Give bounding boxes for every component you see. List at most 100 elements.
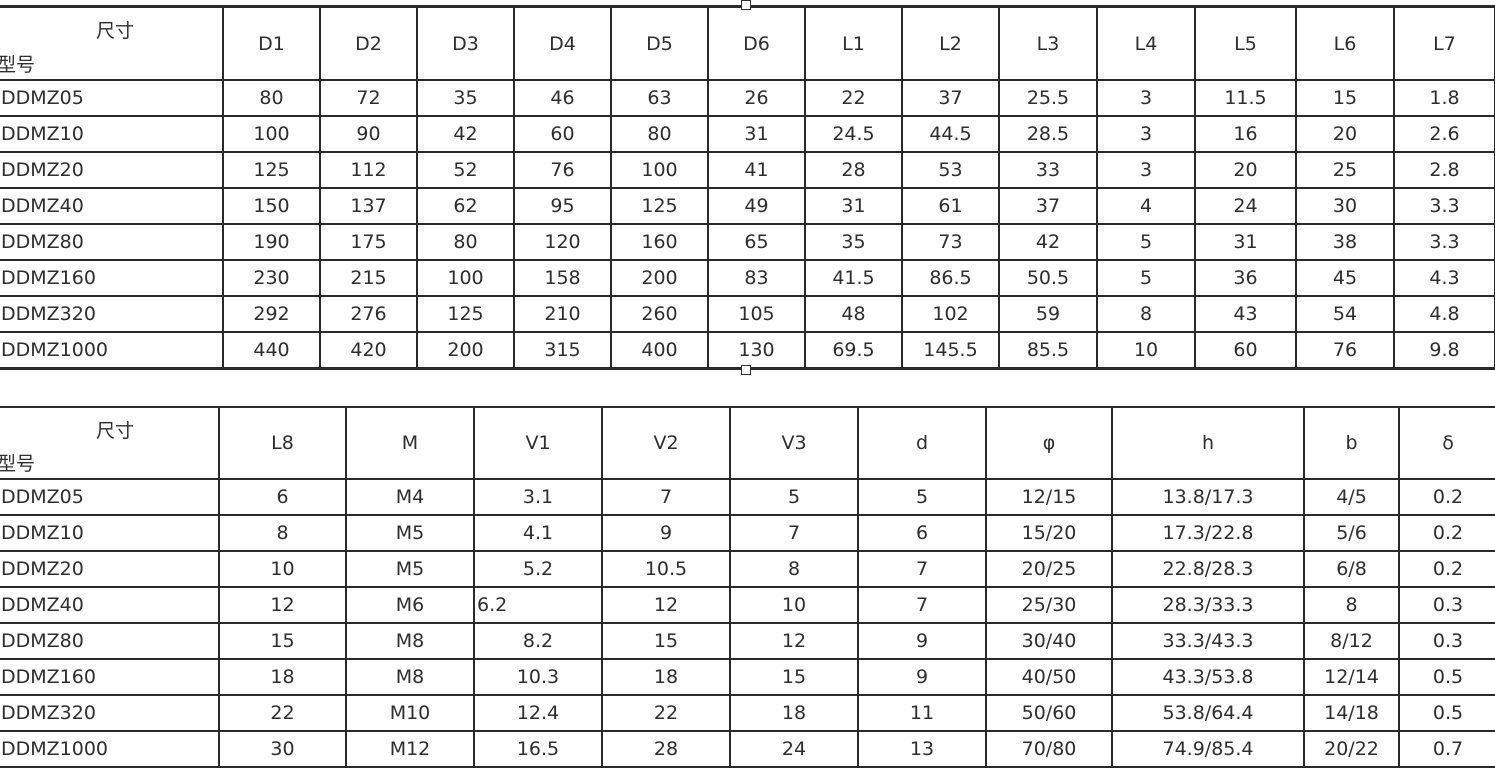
column-header: φ xyxy=(985,406,1113,480)
value-cell: 10.5 xyxy=(601,550,731,588)
value-cell: 15/20 xyxy=(985,514,1113,552)
value-cell: 315 xyxy=(513,331,612,370)
value-cell: M4 xyxy=(345,478,475,516)
value-cell: 31 xyxy=(804,187,903,225)
table-row: DDMZ320 292 276 125 210 260 105 48 102 59 8 43 54 4.8 xyxy=(0,295,1495,333)
value-cell: 33.3/43.3 xyxy=(1111,622,1305,660)
model-cell: DDMZ10 xyxy=(0,514,220,552)
value-cell: 80 xyxy=(416,223,515,261)
value-cell: 0.2 xyxy=(1398,514,1495,552)
value-cell: 61 xyxy=(901,187,1000,225)
value-cell: 400 xyxy=(610,331,709,370)
value-cell: 41.5 xyxy=(804,259,903,297)
value-cell: 15 xyxy=(601,622,731,660)
column-header: δ xyxy=(1398,406,1495,480)
value-cell: 10.3 xyxy=(473,658,603,696)
value-cell: 3.3 xyxy=(1393,187,1495,225)
value-cell: 53.8/64.4 xyxy=(1111,694,1305,732)
value-cell: 8 xyxy=(1096,295,1196,333)
table-selection-handle-top[interactable] xyxy=(741,0,751,10)
value-cell: 12/15 xyxy=(985,478,1113,516)
column-header: L1 xyxy=(804,5,903,81)
value-cell: 49 xyxy=(707,187,806,225)
value-cell: 74.9/85.4 xyxy=(1111,730,1305,768)
value-cell: 125 xyxy=(222,151,321,189)
column-header: M xyxy=(345,406,475,480)
value-cell: 125 xyxy=(416,295,515,333)
table-row: DDMZ80 190 175 80 120 160 65 35 73 42 5 31 38 3.3 xyxy=(0,223,1495,261)
table-selection-handle-bottom[interactable] xyxy=(741,365,751,375)
table-row: DDMZ05 6 M4 3.1 7 5 5 12/15 13.8/17.3 4/5 0.2 xyxy=(0,478,1495,516)
value-cell: 35 xyxy=(804,223,903,261)
table-row: DDMZ20 10 M5 5.2 10.5 8 7 20/25 22.8/28.3 6/8 0.2 xyxy=(0,550,1495,588)
value-cell: 125 xyxy=(610,187,709,225)
value-cell: 37 xyxy=(901,79,1000,117)
column-header: L6 xyxy=(1295,5,1395,81)
value-cell: 120 xyxy=(513,223,612,261)
value-cell: 210 xyxy=(513,295,612,333)
model-cell: DDMZ20 xyxy=(0,151,224,189)
column-header: L8 xyxy=(218,406,347,480)
column-header: D2 xyxy=(319,5,418,81)
column-header: D6 xyxy=(707,5,806,81)
value-cell: 2.8 xyxy=(1393,151,1495,189)
value-cell: 48 xyxy=(804,295,903,333)
value-cell: 28.5 xyxy=(998,115,1098,153)
value-cell: 11.5 xyxy=(1194,79,1297,117)
value-cell: 73 xyxy=(901,223,1000,261)
value-cell: 40/50 xyxy=(985,658,1113,696)
value-cell: 46 xyxy=(513,79,612,117)
dimensions-table-1: 尺寸 型号 D1 D2 D3 D4 D5 D6 L1 L2 L3 L4 L5 L6 L7 DDMZ05 8… xyxy=(0,5,1495,370)
table-row: DDMZ05 80 72 35 46 63 26 22 37 25.5 3 11.5 15 1.8 xyxy=(0,79,1495,117)
value-cell: 6/8 xyxy=(1303,550,1400,588)
value-cell: 30/40 xyxy=(985,622,1113,660)
value-cell: 15 xyxy=(218,622,347,660)
column-header: V3 xyxy=(729,406,859,480)
column-header: L5 xyxy=(1194,5,1297,81)
value-cell: 0.3 xyxy=(1398,586,1495,624)
value-cell: 6 xyxy=(857,514,987,552)
value-cell: 63 xyxy=(610,79,709,117)
value-cell: 13.8/17.3 xyxy=(1111,478,1305,516)
value-cell: 0.7 xyxy=(1398,730,1495,768)
model-cell: DDMZ80 xyxy=(0,622,220,660)
value-cell: 9 xyxy=(857,658,987,696)
value-cell: 105 xyxy=(707,295,806,333)
value-cell: 18 xyxy=(218,658,347,696)
table-row: DDMZ20 125 112 52 76 100 41 28 53 33 3 20 25 2.8 xyxy=(0,151,1495,189)
value-cell: 18 xyxy=(729,694,859,732)
value-cell: 4.8 xyxy=(1393,295,1495,333)
column-header: d xyxy=(857,406,987,480)
column-header: D5 xyxy=(610,5,709,81)
value-cell: 22.8/28.3 xyxy=(1111,550,1305,588)
value-cell: 3.1 xyxy=(473,478,603,516)
value-cell: 5 xyxy=(857,478,987,516)
value-cell: M6 xyxy=(345,586,475,624)
value-cell: 22 xyxy=(804,79,903,117)
value-cell: 50/60 xyxy=(985,694,1113,732)
value-cell: 44.5 xyxy=(901,115,1000,153)
value-cell: 22 xyxy=(601,694,731,732)
value-cell: 20/25 xyxy=(985,550,1113,588)
table-row: DDMZ40 12 M6 6.2 12 10 7 25/30 28.3/33.3 8 0.3 xyxy=(0,586,1495,624)
table-row: DDMZ10 8 M5 4.1 9 7 6 15/20 17.3/22.8 5/6 0.2 xyxy=(0,514,1495,552)
value-cell: 160 xyxy=(610,223,709,261)
value-cell: 4.3 xyxy=(1393,259,1495,297)
value-cell: M10 xyxy=(345,694,475,732)
value-cell: 137 xyxy=(319,187,418,225)
model-cell: DDMZ320 xyxy=(0,694,220,732)
value-cell: 16 xyxy=(1194,115,1297,153)
value-cell: 80 xyxy=(610,115,709,153)
value-cell: 10 xyxy=(218,550,347,588)
table-row: DDMZ40 150 137 62 95 125 49 31 61 37 4 24 30 3.3 xyxy=(0,187,1495,225)
value-cell: 6 xyxy=(218,478,347,516)
model-cell: DDMZ10 xyxy=(0,115,224,153)
value-cell: 26 xyxy=(707,79,806,117)
model-cell: DDMZ80 xyxy=(0,223,224,261)
value-cell: 158 xyxy=(513,259,612,297)
value-cell: 36 xyxy=(1194,259,1297,297)
value-cell: 9 xyxy=(601,514,731,552)
table-row: DDMZ1000 30 M12 16.5 28 24 13 70/80 74.9/85.4 20/… xyxy=(0,730,1495,768)
value-cell: 59 xyxy=(998,295,1098,333)
column-header: L4 xyxy=(1096,5,1196,81)
